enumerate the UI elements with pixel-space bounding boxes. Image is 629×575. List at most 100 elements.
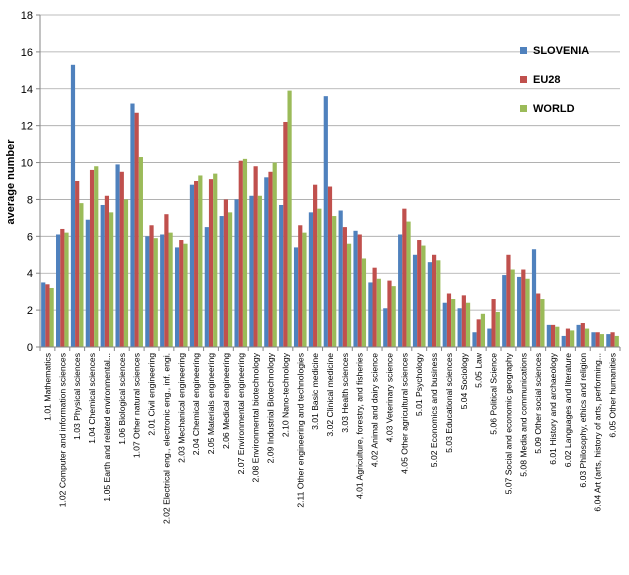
x-tick-label: 2.10 Nano-technology: [280, 352, 290, 437]
bar-slovenia-35: [561, 335, 566, 347]
bar-eu28-1: [60, 228, 65, 347]
bar-eu28-36: [580, 323, 585, 347]
x-tick-label: 1.03 Physical sciences: [72, 353, 82, 440]
bar-world-26: [436, 260, 441, 347]
bar-eu28-30: [491, 299, 496, 347]
legend-label-slovenia: SLOVENIA: [533, 45, 589, 57]
x-tick-label: 2.05 Materials engineering: [206, 353, 216, 454]
bar-world-11: [213, 173, 218, 347]
x-tick-label: 4.05 Other agricultural sciences: [399, 353, 409, 474]
bar-world-34: [555, 326, 560, 347]
bar-slovenia-11: [204, 227, 209, 347]
bar-slovenia-25: [412, 254, 418, 347]
bar-slovenia-33: [531, 249, 537, 347]
y-tick-label: 6: [27, 231, 33, 243]
x-tick-label: 5.08 Media and communications: [518, 353, 528, 477]
bar-slovenia-17: [293, 247, 299, 347]
bar-slovenia-9: [174, 247, 180, 347]
bar-world-22: [376, 278, 381, 347]
bar-slovenia-6: [130, 103, 135, 347]
bar-world-12: [228, 212, 233, 347]
legend-label-world: WORLD: [533, 103, 575, 115]
legend-swatch-world: [520, 105, 527, 112]
y-tick-label: 18: [21, 10, 33, 22]
bar-eu28-35: [565, 328, 571, 347]
bar-slovenia-22: [368, 282, 373, 347]
bar-world-7: [153, 238, 158, 347]
x-tick-label: 5.04 Sociology: [459, 352, 469, 409]
bar-eu28-15: [268, 171, 273, 347]
bar-world-6: [138, 157, 143, 347]
bar-world-32: [525, 278, 530, 347]
bars: [41, 64, 619, 348]
bar-slovenia-27: [442, 302, 447, 347]
bar-world-9: [183, 243, 188, 347]
bar-world-27: [451, 299, 456, 347]
bar-world-3: [94, 166, 99, 347]
x-tick-label: 2.11 Other engineering and technologies: [295, 353, 305, 508]
bar-world-19: [332, 216, 337, 347]
bar-eu28-6: [134, 112, 139, 347]
y-tick-label: 8: [27, 194, 33, 206]
y-tick-label: 2: [27, 305, 33, 317]
bar-world-29: [480, 313, 486, 347]
bar-slovenia-31: [502, 275, 507, 347]
bar-world-8: [168, 232, 173, 347]
bar-slovenia-0: [41, 282, 46, 347]
bar-world-0: [49, 287, 54, 347]
x-tick-label: 1.05 Earth and related environmental...: [102, 353, 112, 502]
x-tick-label: 5.01 Psychology: [414, 352, 424, 416]
bar-eu28-33: [536, 293, 541, 347]
bar-slovenia-30: [487, 328, 492, 347]
bar-eu28-10: [194, 181, 199, 347]
bar-slovenia-3: [85, 219, 90, 347]
bar-world-23: [391, 286, 396, 347]
x-tick-label: 2.07 Environmental engineering: [236, 353, 246, 475]
legend: SLOVENIA EU28 WORLD: [520, 45, 589, 115]
x-tick-label: 5.02 Economics and business: [429, 353, 439, 467]
y-tick-label: 16: [21, 47, 33, 59]
x-tick-label: 1.06 Biological sciences: [117, 353, 127, 445]
bar-eu28-0: [45, 284, 50, 347]
bar-slovenia-5: [115, 164, 120, 347]
x-tick-label: 3.01 Basic medicine: [310, 353, 320, 430]
x-tick-label: 5.09 Other social sciences: [533, 353, 543, 454]
bar-eu28-7: [149, 225, 154, 347]
bar-slovenia-7: [145, 236, 150, 347]
x-tick-label: 2.03 Mechanical engineering: [176, 353, 186, 463]
bar-slovenia-8: [160, 234, 165, 347]
bar-world-21: [361, 258, 367, 347]
bar-eu28-25: [417, 240, 422, 347]
bar-eu28-34: [550, 324, 556, 347]
bar-slovenia-1: [56, 234, 61, 347]
x-tick-label: 5.07 Social and economic geography: [503, 352, 513, 494]
bar-world-1: [64, 232, 69, 347]
bar-eu28-22: [372, 267, 377, 347]
bar-slovenia-13: [234, 199, 239, 347]
x-tick-label: 5.06 Political Science: [489, 353, 499, 435]
bar-slovenia-14: [249, 195, 254, 347]
bar-eu28-38: [610, 332, 615, 347]
bar-world-38: [614, 335, 619, 347]
x-tick-label: 6.05 Other humanities: [608, 353, 618, 438]
bar-slovenia-19: [323, 96, 328, 347]
bar-slovenia-21: [353, 230, 358, 347]
bar-world-37: [599, 334, 604, 347]
bar-slovenia-28: [457, 308, 462, 347]
bar-eu28-4: [104, 195, 110, 347]
x-tick-label: 6.01 History and archaeology: [548, 352, 558, 464]
bar-eu28-24: [402, 208, 407, 347]
bar-slovenia-10: [189, 184, 195, 347]
y-tick-label: 14: [21, 84, 33, 96]
x-tick-label: 2.02 Electrical eng., electronic eng., i…: [161, 353, 171, 524]
y-tick-label: 4: [27, 268, 33, 280]
bar-eu28-17: [298, 225, 303, 347]
y-tick-labels: 0 2 4 6 8 10 12 14 16 18: [21, 10, 33, 354]
bar-world-15: [272, 162, 277, 347]
y-tick-label: 12: [21, 121, 33, 133]
bar-world-5: [123, 199, 129, 347]
bar-slovenia-2: [70, 64, 76, 348]
bar-eu28-21: [357, 234, 362, 347]
y-tick-label: 10: [21, 158, 33, 170]
bar-eu28-9: [179, 240, 184, 347]
